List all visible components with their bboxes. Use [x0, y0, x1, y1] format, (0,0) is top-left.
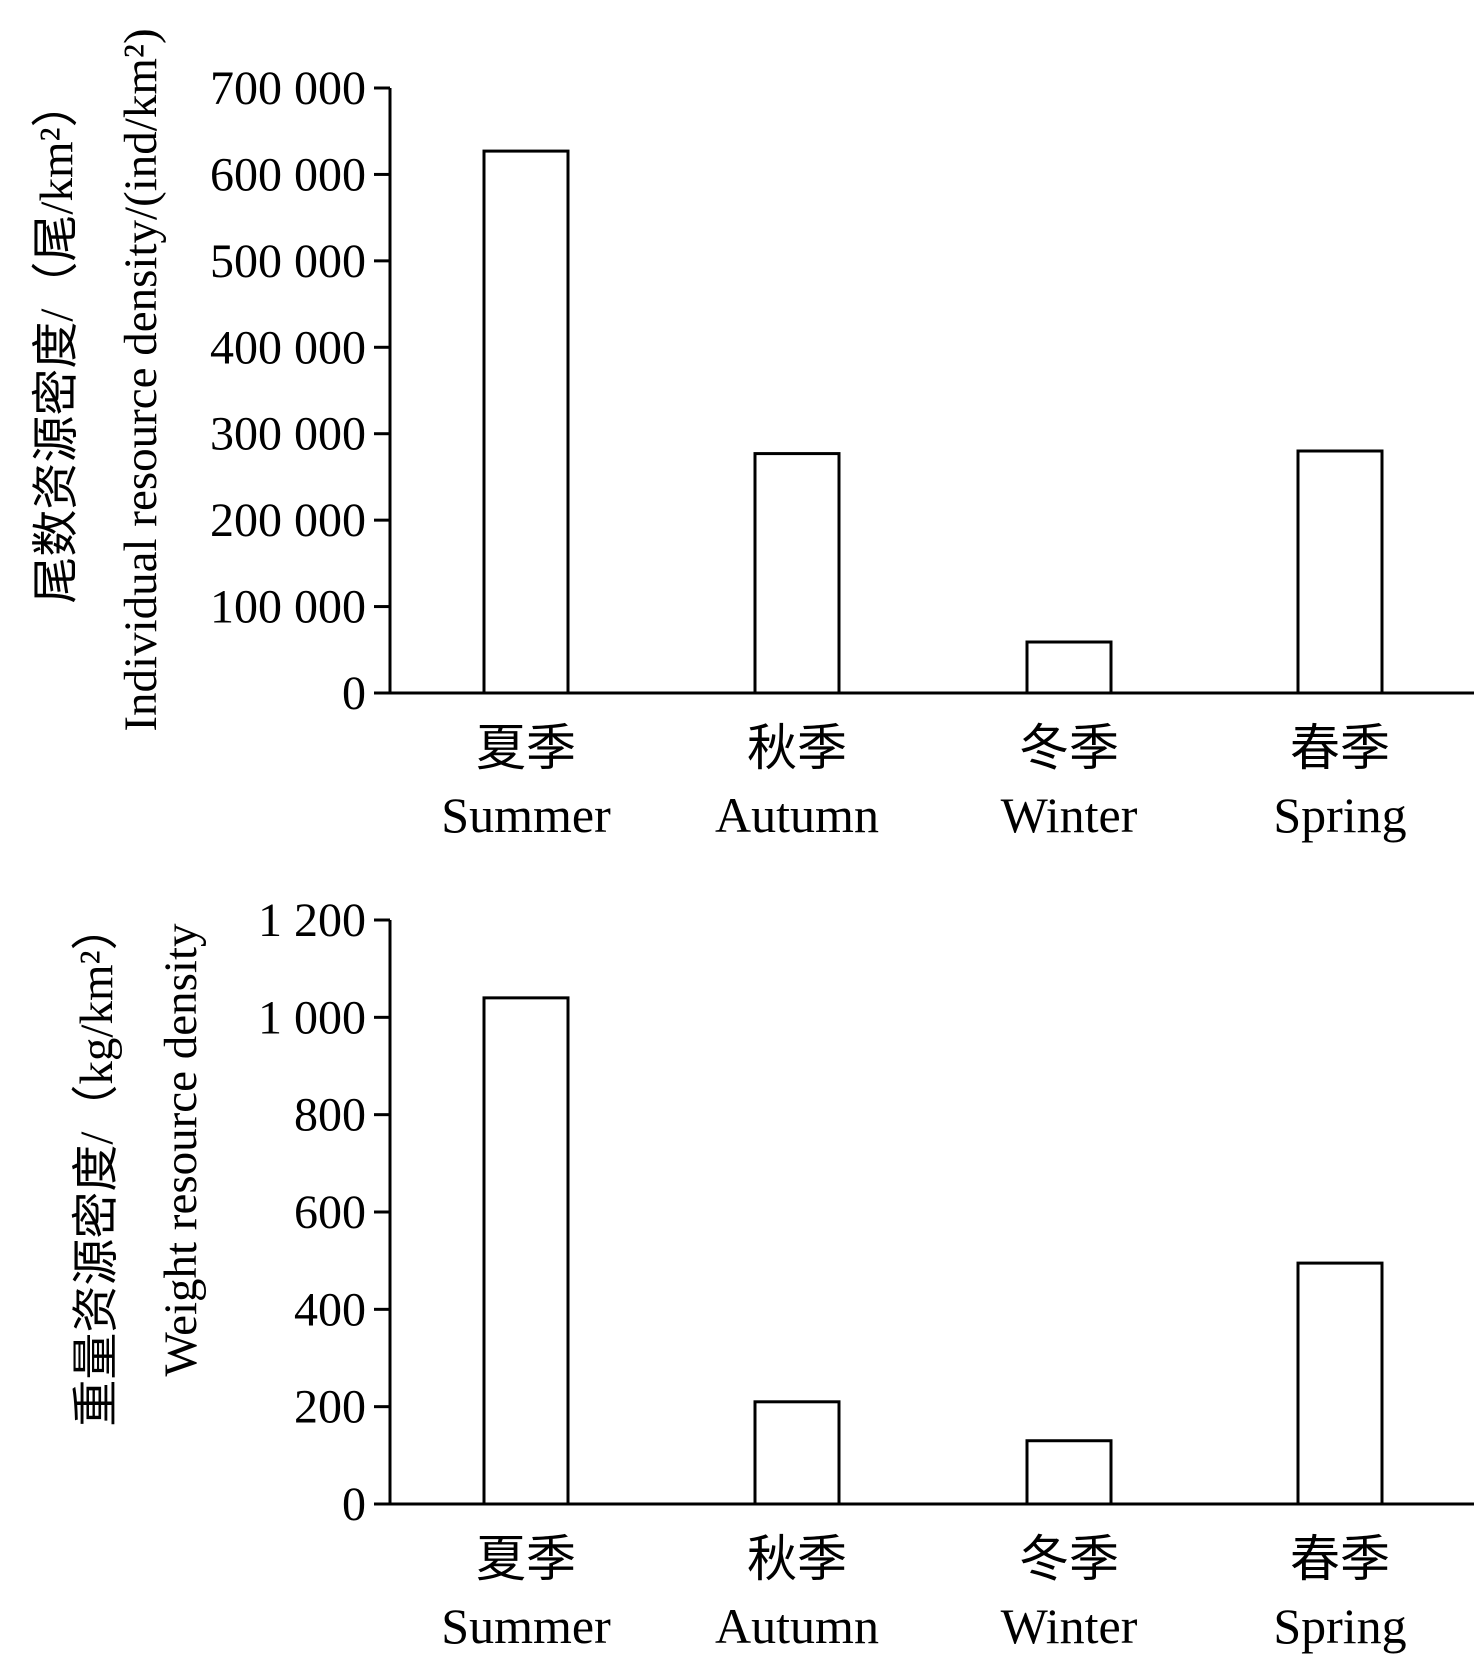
y-axis-title-cn: 尾数资源密度/（尾/km²）: [31, 80, 83, 603]
x-category-label-en: Spring: [1273, 787, 1406, 843]
y-axis-title-group: 尾数资源密度/（尾/km²） Individual resource densi…: [31, 28, 167, 731]
y-tick-label: 200: [294, 1381, 366, 1434]
y-axis-ticks: 0 100 000 200 000 300 000 400 000 500 000 600 …: [210, 62, 390, 720]
bar: [482, 149, 570, 695]
x-category-label-cn: 夏季: [476, 1531, 576, 1587]
y-tick-label: 400: [294, 1283, 366, 1336]
x-category-label-cn: 秋季: [747, 1531, 847, 1587]
y-tick-label: 400 000: [210, 321, 366, 374]
x-category-label-cn: 冬季: [1019, 1531, 1119, 1587]
x-category-label-en: Winter: [1001, 787, 1138, 843]
x-category-label-cn: 夏季: [476, 720, 576, 776]
axes: [388, 88, 1474, 695]
weight-density-chart: 重量资源密度/（kg/km²） Weight resource density …: [71, 894, 1474, 1654]
bars: [482, 996, 1384, 1506]
x-category-label-en: Winter: [1001, 1598, 1138, 1654]
y-tick-label: 0: [342, 667, 366, 720]
x-category-label-en: Spring: [1273, 1598, 1406, 1654]
y-tick-label: 800: [294, 1089, 366, 1142]
y-axis-title-en: Weight resource density: [155, 923, 207, 1377]
bars: [482, 149, 1384, 695]
y-tick-label: 600 000: [210, 148, 366, 201]
x-category-label-cn: 秋季: [747, 720, 847, 776]
x-category-label-cn: 春季: [1290, 1531, 1390, 1587]
y-axis-title-en: Individual resource density/(ind/km²): [115, 28, 167, 731]
bar: [753, 1400, 841, 1506]
y-tick-label: 700 000: [210, 62, 366, 115]
x-category-label-en: Autumn: [715, 787, 879, 843]
bar: [482, 996, 570, 1506]
x-category-label-cn: 冬季: [1019, 720, 1119, 776]
x-category-label-en: Summer: [441, 787, 611, 843]
y-axis-title-cn: 重量资源密度/（kg/km²）: [71, 903, 123, 1426]
y-axis-ticks: 0 200 400 600 800 1 000 1 200: [258, 894, 390, 1531]
bar: [1296, 1261, 1384, 1506]
x-axis-categories: 夏季 Summer 秋季 Autumn 冬季 Winter 春季 Spring: [441, 1531, 1406, 1654]
x-category-label-en: Summer: [441, 1598, 611, 1654]
individual-density-chart: 尾数资源密度/（尾/km²） Individual resource densi…: [31, 28, 1474, 843]
bar: [1296, 449, 1384, 695]
y-tick-label: 100 000: [210, 581, 366, 634]
bar: [1025, 640, 1113, 695]
y-tick-label: 1 200: [258, 894, 366, 947]
y-tick-label: 0: [342, 1478, 366, 1531]
x-category-label-en: Autumn: [715, 1598, 879, 1654]
bar: [753, 452, 841, 695]
axes: [388, 920, 1474, 1506]
x-axis-categories: 夏季 Summer 秋季 Autumn 冬季 Winter 春季 Spring: [441, 720, 1406, 843]
y-tick-label: 200 000: [210, 494, 366, 547]
y-tick-label: 500 000: [210, 235, 366, 288]
bar: [1025, 1439, 1113, 1506]
y-axis-title-group: 重量资源密度/（kg/km²） Weight resource density: [71, 903, 207, 1426]
x-category-label-cn: 春季: [1290, 720, 1390, 776]
y-tick-label: 1 000: [258, 991, 366, 1044]
y-tick-label: 300 000: [210, 408, 366, 461]
y-tick-label: 600: [294, 1186, 366, 1239]
